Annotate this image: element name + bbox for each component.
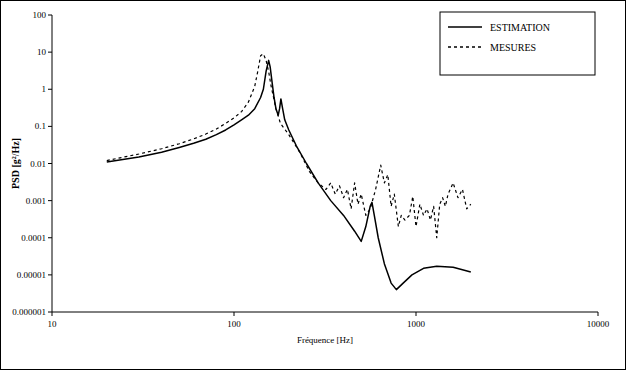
y-tick-label: 0.000001 (12, 307, 46, 317)
series-line (107, 60, 471, 289)
x-tick-label: 10 (48, 319, 58, 329)
y-tick (48, 200, 52, 201)
legend-swatch (448, 26, 482, 28)
x-tick-label: 10000 (587, 319, 610, 329)
y-tick-label: 0.001 (26, 196, 46, 206)
x-tick (416, 312, 417, 316)
y-tick (48, 312, 52, 313)
y-tick-label: 1 (42, 84, 47, 94)
legend-swatch (448, 46, 482, 48)
x-tick (234, 312, 235, 316)
y-tick (48, 237, 52, 238)
series-group (107, 54, 471, 290)
x-axis-label: Fréquence [Hz] (297, 335, 353, 345)
y-tick (48, 163, 52, 164)
y-tick (48, 52, 52, 53)
y-tick-label: 0.00001 (17, 270, 46, 280)
x-axis (52, 312, 598, 313)
legend-label: MESURES (490, 42, 536, 53)
x-tick (52, 312, 53, 316)
y-tick-label: 0.1 (35, 121, 46, 131)
y-tick-label: 0.0001 (21, 233, 46, 243)
x-tick (598, 312, 599, 316)
y-tick-label: 0.01 (30, 159, 46, 169)
y-tick-label: 100 (33, 10, 47, 20)
y-tick (48, 89, 52, 90)
legend-label: ESTIMATION (490, 22, 550, 33)
legend-box (440, 12, 595, 75)
chart: 10 100 1000 10000 0.000001 0.00001 0.0001 0.001… (0, 0, 626, 370)
y-tick (48, 274, 52, 275)
series-line (107, 54, 471, 238)
y-tick (48, 126, 52, 127)
y-tick (48, 15, 52, 16)
y-axis-label: PSD [g²/Hz] (10, 138, 21, 189)
y-tick-label: 10 (37, 47, 47, 57)
x-tick-label: 100 (227, 319, 241, 329)
x-tick-label: 1000 (407, 319, 426, 329)
figure-border (1, 1, 626, 370)
